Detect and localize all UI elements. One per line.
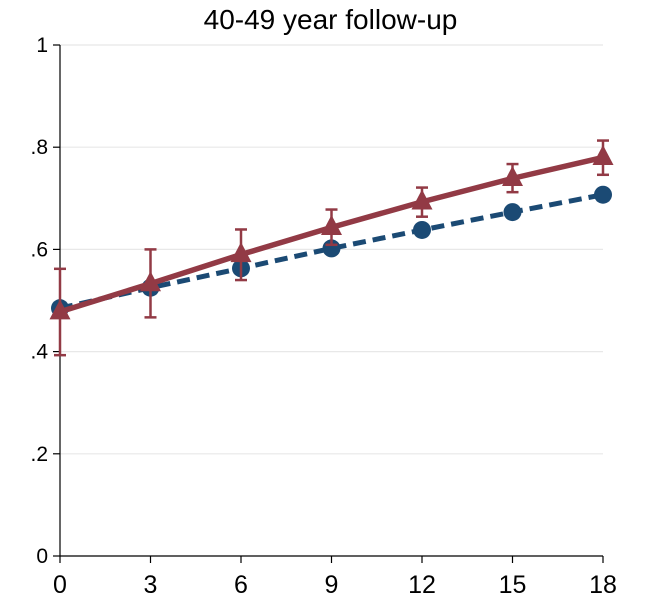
- data-point-circle: [594, 185, 612, 204]
- data-point-triangle: [49, 299, 71, 320]
- x-tick-label: 15: [499, 571, 527, 599]
- x-tick-label: 6: [234, 571, 248, 599]
- y-tick-label: .4: [30, 341, 48, 364]
- y-tick-label: .8: [30, 136, 48, 159]
- x-tick-label: 0: [53, 571, 67, 599]
- y-tick-label: 0: [36, 545, 48, 568]
- data-point-circle: [503, 203, 522, 222]
- y-tick-label: .6: [30, 238, 48, 261]
- chart-title: 40-49 year follow-up: [203, 4, 458, 35]
- data-point-triangle: [230, 242, 252, 263]
- x-tick-label: 9: [325, 571, 339, 599]
- data-point-triangle: [502, 165, 523, 186]
- x-tick-label: 12: [408, 571, 436, 599]
- data-point-triangle: [140, 271, 161, 292]
- x-tick-label: 18: [589, 571, 617, 599]
- x-tick-label: 3: [144, 571, 158, 599]
- axes: 0 .2 .4 .6 .8 1 0 3 6 9 12 15 18: [30, 34, 616, 599]
- y-tick-label: 1: [36, 34, 48, 57]
- data-point-triangle: [592, 145, 614, 166]
- data-point-circle: [413, 220, 431, 239]
- data-point-triangle: [411, 189, 433, 210]
- data-point-triangle: [321, 215, 342, 236]
- data-series: [49, 139, 614, 357]
- y-tick-label: .2: [30, 443, 48, 466]
